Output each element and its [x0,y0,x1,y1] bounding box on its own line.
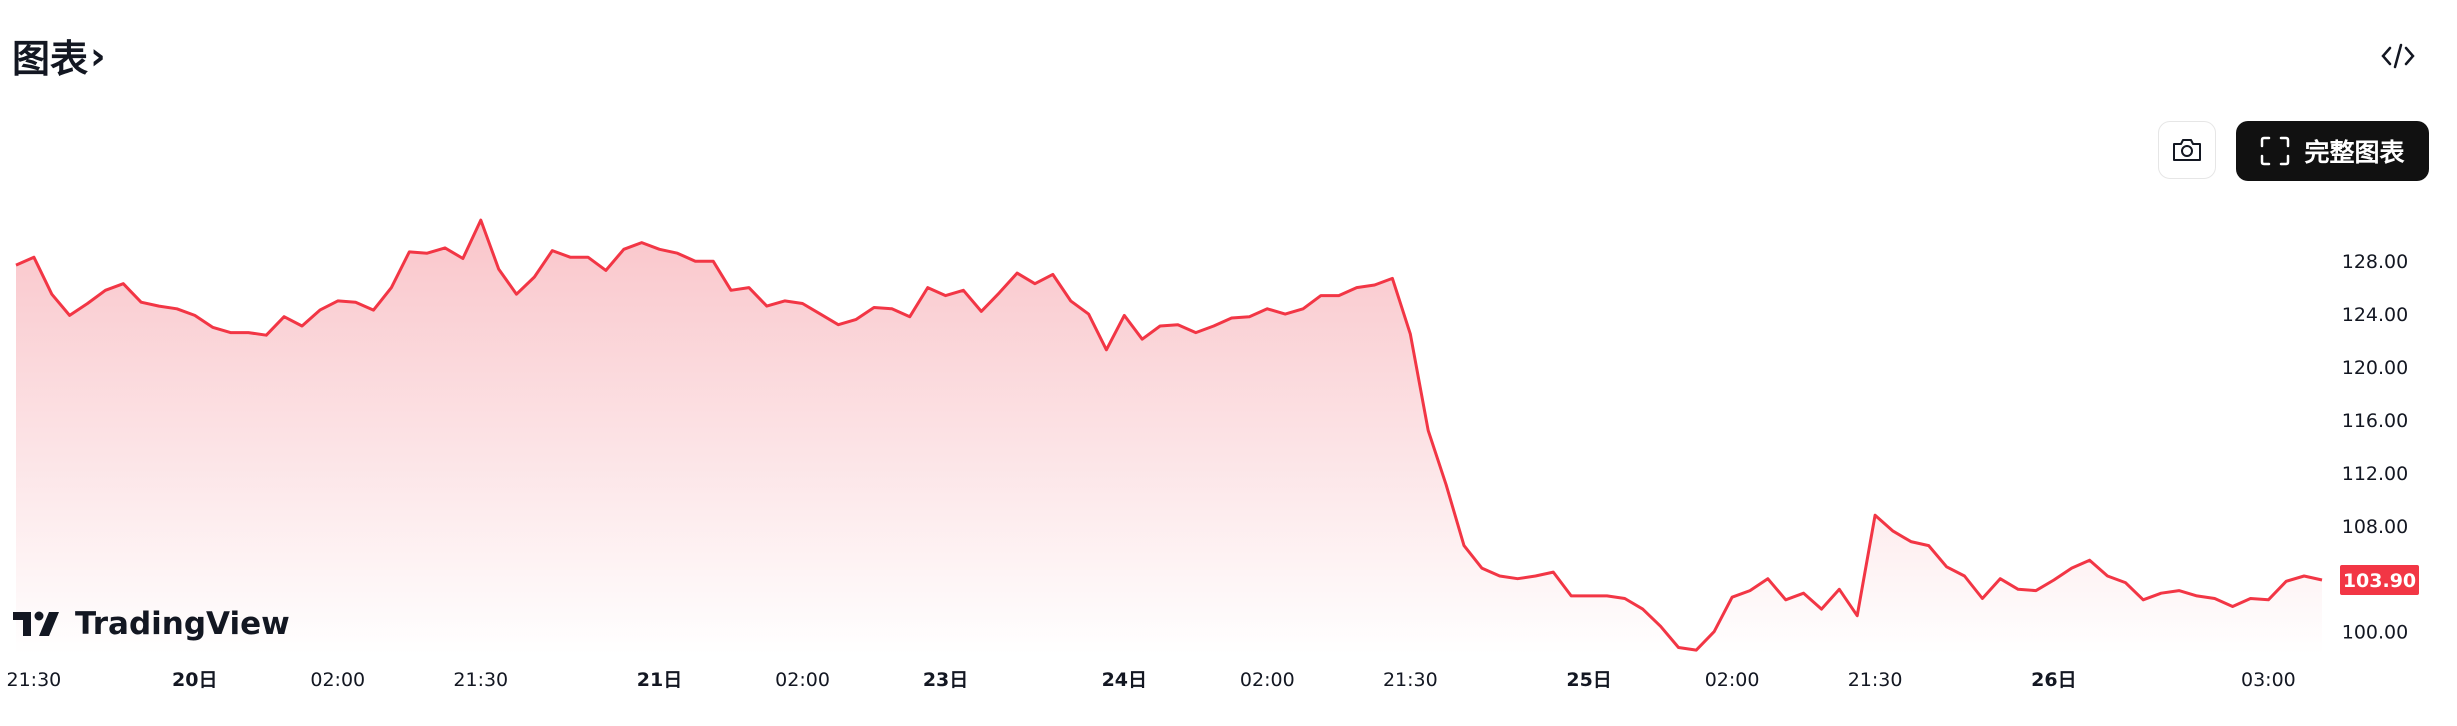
last-price-badge [2340,565,2419,596]
x-tick-label: 23日 [923,669,968,691]
camera-icon [2173,139,2201,161]
x-tick-label: 03:00 [2241,669,2296,691]
tradingview-brand-name: TradingView [75,606,290,642]
x-tick-label: 02:00 [1705,669,1760,691]
y-tick-label: 108.00 [2342,516,2408,538]
y-tick-label: 112.00 [2342,463,2408,485]
x-tick-label: 21:30 [453,669,508,691]
embed-code-button[interactable] [2378,36,2418,76]
full-chart-label: 完整图表 [2304,138,2405,167]
x-tick-label: 02:00 [1240,669,1295,691]
code-icon [2381,43,2415,69]
x-tick-label: 21日 [637,669,682,691]
full-chart-button[interactable]: 完整图表 [2236,121,2429,181]
x-tick-label: 21:30 [1848,669,1903,691]
chart-title-link[interactable]: 图表 › [12,28,106,83]
price-area-fill [16,220,2322,655]
last-price-label: 103.90 [2343,570,2416,592]
snapshot-button[interactable] [2158,121,2216,179]
y-tick-label: 128.00 [2342,251,2408,273]
y-tick-label: 124.00 [2342,304,2408,326]
tradingview-logo-icon [13,611,59,636]
fullscreen-icon [2261,136,2290,166]
x-tick-label: 02:00 [310,669,365,691]
y-tick-label: 120.00 [2342,357,2408,379]
x-tick-label: 24日 [1102,669,1147,691]
x-tick-label: 25日 [1566,669,1611,691]
x-tick-label: 21:30 [1383,669,1438,691]
price-line [15,218,2323,652]
x-tick-label: 21:30 [6,669,61,691]
x-tick-label: 20日 [172,669,217,691]
chart-title: 图表 [12,37,89,81]
x-tick-label: 26日 [2031,669,2076,691]
chevron-right-icon: › [90,33,106,78]
x-tick-label: 02:00 [775,669,830,691]
y-tick-label: 100.00 [2342,622,2408,644]
tradingview-logo[interactable]: TradingView [13,606,290,642]
y-tick-label: 116.00 [2342,410,2408,432]
